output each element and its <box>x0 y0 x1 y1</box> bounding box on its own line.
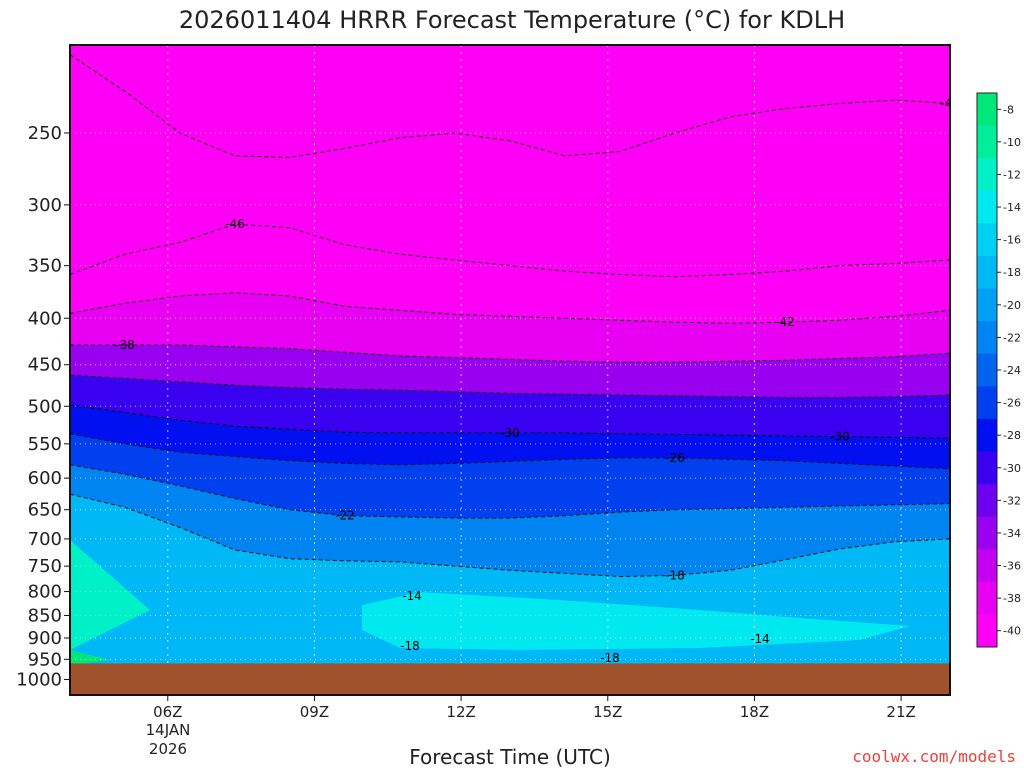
x-tick-label-18Z: 18Z <box>740 703 769 721</box>
isotherm-26-6 <box>70 433 950 470</box>
colorbar-swatch-9 <box>977 386 997 420</box>
colorbar-label-4: -16 <box>1003 234 1021 247</box>
colorbar-swatch-11 <box>977 451 997 485</box>
isotherm-46-0 <box>70 54 950 158</box>
date-label-day: 14JAN <box>146 721 191 739</box>
y-tick-label-550: 550 <box>28 434 62 455</box>
colorbar-label-5: -18 <box>1003 266 1021 279</box>
colorbar-label-6: -20 <box>1003 299 1021 312</box>
y-tick-label-950: 950 <box>28 649 62 670</box>
x-tick-label-12Z: 12Z <box>446 703 475 721</box>
credit-text: coolwx.com/models <box>852 747 1016 766</box>
y-tick-label-750: 750 <box>28 556 62 577</box>
colorbar-label-8: -24 <box>1003 364 1021 377</box>
y-tick-label-500: 500 <box>28 396 62 417</box>
colorbar-swatch-16 <box>977 614 997 648</box>
colorbar-swatch-12 <box>977 484 997 518</box>
colorbar-swatch-5 <box>977 255 997 290</box>
colorbar-swatch-4 <box>977 223 997 257</box>
colorbar-swatch-8 <box>977 353 997 387</box>
colorbar-label-0: -8 <box>1003 103 1014 116</box>
chart-title: 2026011404 HRRR Forecast Temperature (°C… <box>179 6 845 34</box>
warm-edge-band <box>70 540 150 650</box>
colorbar-swatch-2 <box>977 158 997 192</box>
y-tick-label-650: 650 <box>28 500 62 521</box>
y-tick-label-600: 600 <box>28 468 62 489</box>
colorbar-label-12: -32 <box>1003 494 1021 507</box>
colorbar-label-9: -26 <box>1003 397 1021 410</box>
isotherm-label-7: -22 <box>335 509 355 523</box>
y-tick-label-900: 900 <box>28 628 62 649</box>
y-tick-label-850: 850 <box>28 605 62 626</box>
colorbar-label-11: -30 <box>1003 462 1021 475</box>
colorbar-label-1: -10 <box>1003 136 1021 149</box>
y-tick-label-1000: 1000 <box>16 670 62 691</box>
warmest-band <box>70 650 110 665</box>
time-axis: 06Z 09Z 12Z 15Z 18Z 21Z <box>153 695 916 721</box>
ground-surface <box>70 663 950 695</box>
x-tick-label-06Z: 06Z <box>153 703 182 721</box>
colorbar: -8 -10 -12 -14 -16 -18 -20 -22 -24 -26 -28 -30 -32 -3… <box>976 92 1021 648</box>
colorbar-label-14: -36 <box>1003 560 1021 573</box>
colorbar-swatch-14 <box>977 549 997 583</box>
y-tick-label-400: 400 <box>28 308 62 329</box>
low-isotherm-label-3: -18 <box>600 651 620 665</box>
isotherm-30-5 <box>70 404 950 439</box>
y-tick-label-300: 300 <box>28 195 62 216</box>
isotherm-label-2: -42 <box>775 315 795 329</box>
pressure-axis: 2503003504004505005506006507007508008509… <box>16 123 70 691</box>
warm-layer-band <box>362 592 910 650</box>
colorbar-swatch-3 <box>977 190 997 224</box>
isotherm-22-7 <box>70 464 950 519</box>
colorbar-label-2: -12 <box>1003 168 1021 181</box>
colorbar-label-7: -22 <box>1003 331 1021 344</box>
isotherm-18-8 <box>70 493 950 578</box>
date-label-year: 2026 <box>149 740 187 758</box>
colorbar-label-10: -28 <box>1003 429 1021 442</box>
colorbar-swatch-7 <box>977 321 997 355</box>
low-isotherm-label-1: -14 <box>750 632 770 646</box>
plot-frame <box>69 44 951 696</box>
colorbar-swatch-13 <box>977 516 997 550</box>
low-isotherm-label-2: -18 <box>400 639 420 653</box>
colorbar-swatch-10 <box>977 418 997 452</box>
isotherm-label-1: -46 <box>225 217 245 231</box>
colorbar-label-13: -34 <box>1003 527 1021 540</box>
isotherm-42-2 <box>70 292 950 324</box>
plot-area: -46 -46 -42 -38 -30 -30 -26 -22 -18 -14 -14 -18 -18 <box>70 45 960 695</box>
y-tick-label-250: 250 <box>28 123 62 144</box>
temperature-bands <box>70 45 950 695</box>
isotherm-label-4: -30 <box>500 426 520 440</box>
colorbar-swatch-15 <box>977 581 997 615</box>
colorbar-swatch-0 <box>977 93 997 127</box>
colorbar-swatch-1 <box>977 125 997 159</box>
x-tick-label-21Z: 21Z <box>886 703 915 721</box>
low-isotherm-label-0: -14 <box>402 589 422 603</box>
isotherm-label-8: -18 <box>665 568 685 582</box>
y-tick-label-350: 350 <box>28 256 62 277</box>
isotherm-label-0: -46 <box>940 97 960 111</box>
y-tick-label-800: 800 <box>28 582 62 603</box>
y-tick-label-700: 700 <box>28 529 62 550</box>
x-tick-label-15Z: 15Z <box>593 703 622 721</box>
colorbar-label-16: -40 <box>1003 625 1021 638</box>
x-tick-label-09Z: 09Z <box>300 703 329 721</box>
colorbar-label-15: -38 <box>1003 592 1021 605</box>
isotherm-label-5: -30 <box>830 430 850 444</box>
colorbar-swatch-6 <box>977 288 997 322</box>
y-tick-label-450: 450 <box>28 355 62 376</box>
isotherm-46-1 <box>70 223 950 278</box>
isotherm-label-3: -38 <box>115 338 135 352</box>
isotherm-contours: -46 -46 -42 -38 -30 -30 -26 -22 -18 -14 -14 -18 -18 <box>70 54 960 665</box>
colorbar-label-3: -14 <box>1003 201 1021 214</box>
x-axis-title: Forecast Time (UTC) <box>409 745 611 768</box>
isotherm-label-6: -26 <box>665 451 685 465</box>
